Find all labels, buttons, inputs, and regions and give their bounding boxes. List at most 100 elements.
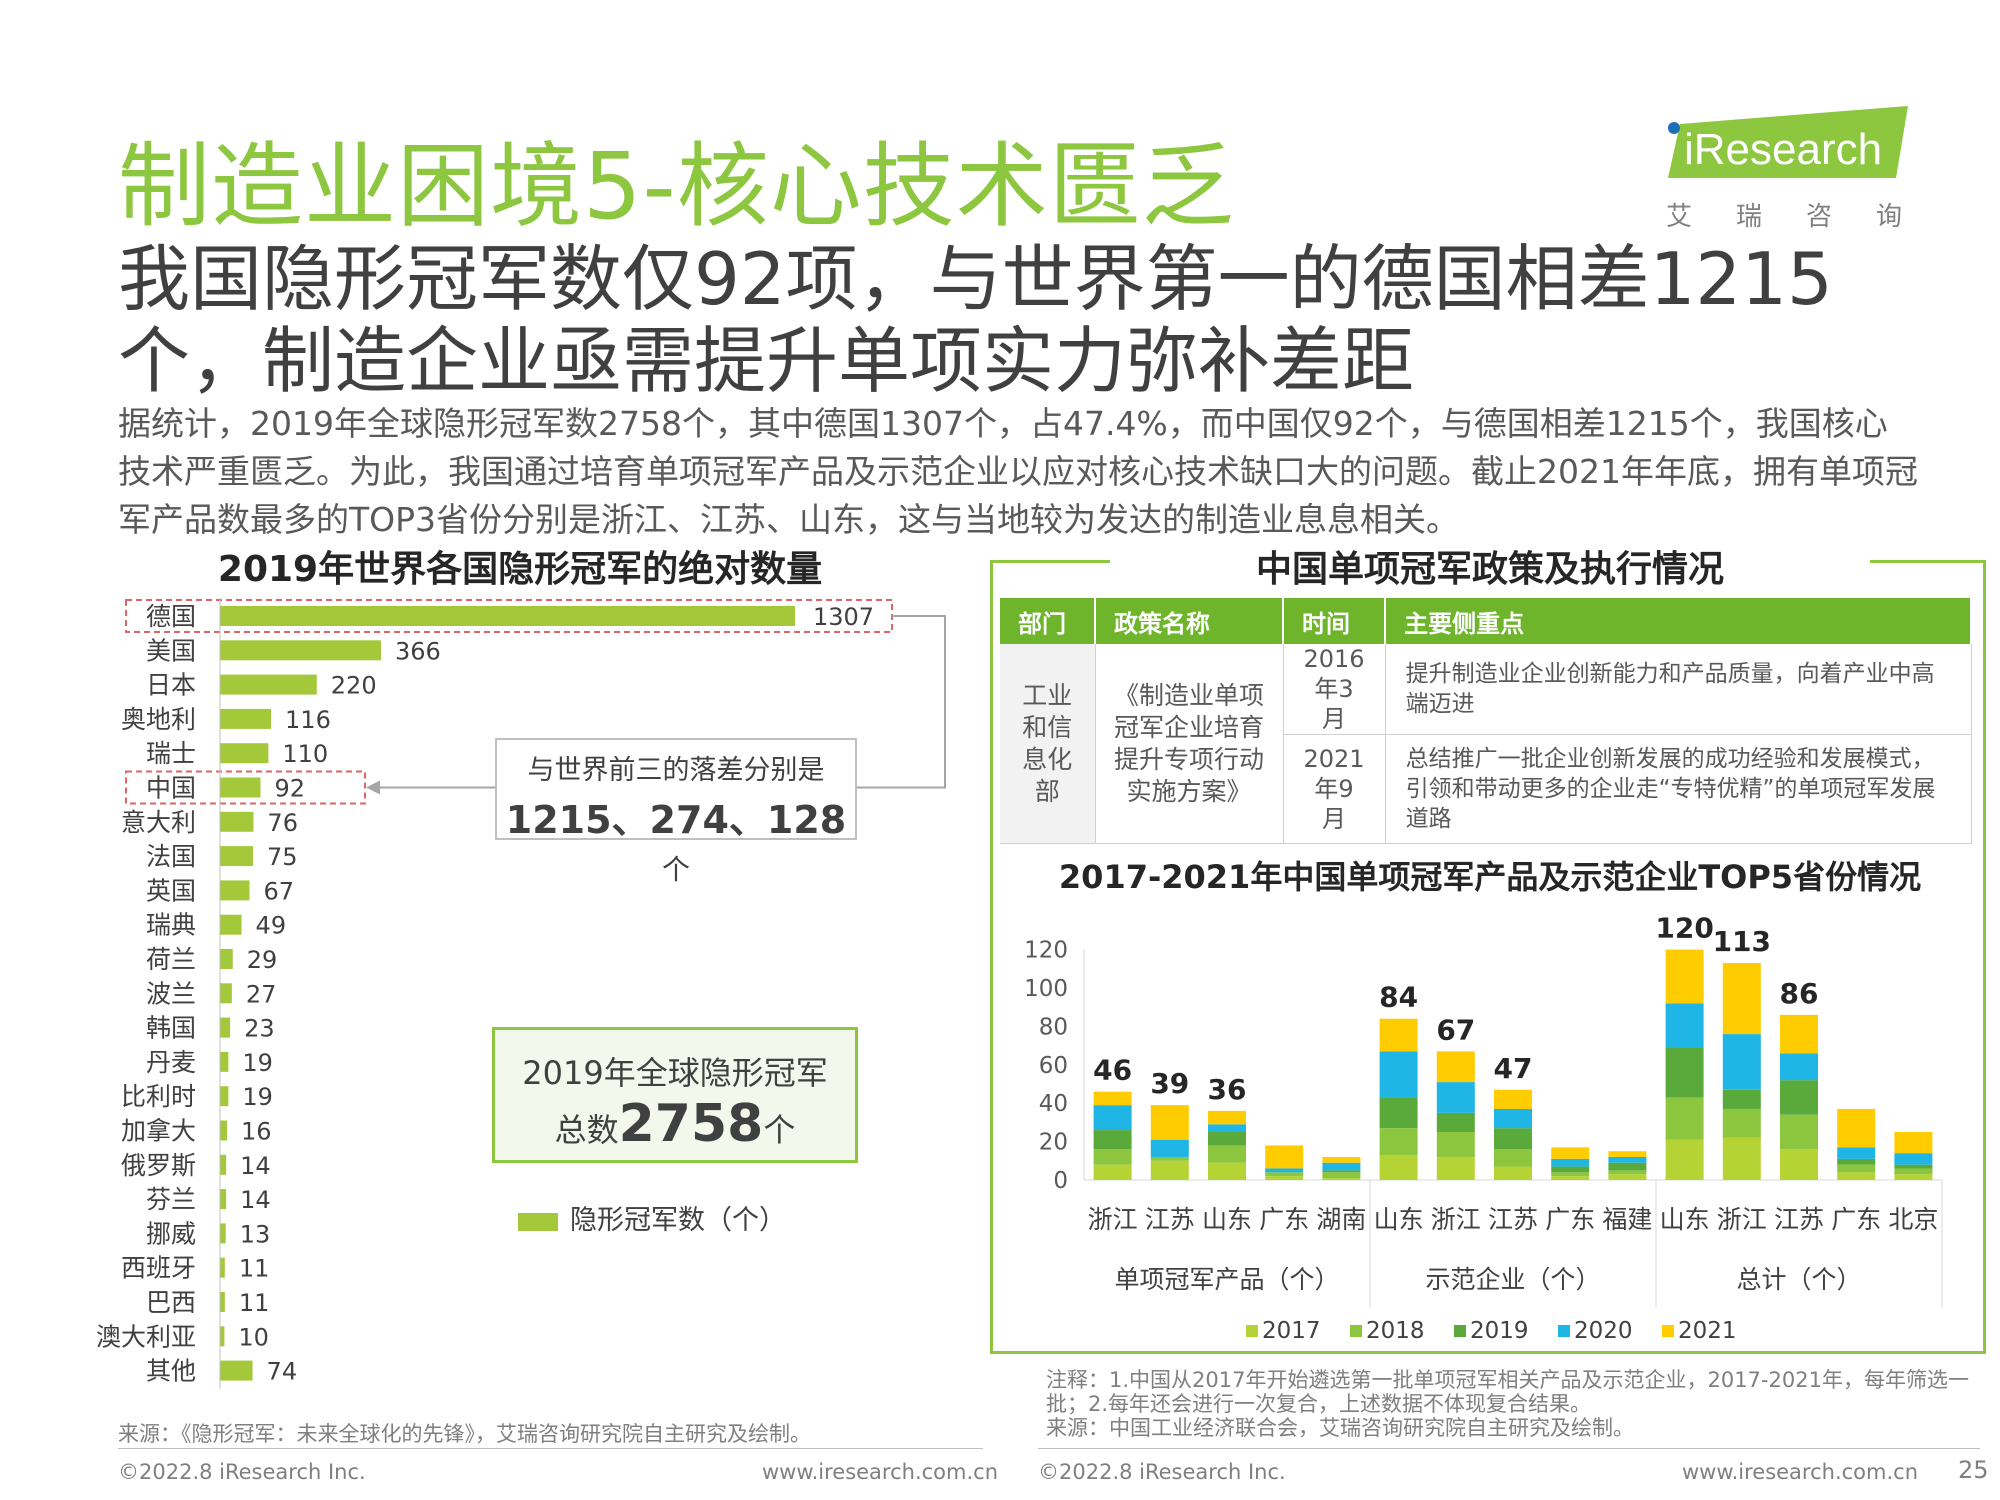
stack-segment-2020 bbox=[1665, 1003, 1704, 1048]
legend-label: 2021 bbox=[1678, 1318, 1737, 1344]
logo-chinese-name: 艾瑞咨询 bbox=[1666, 202, 1947, 232]
bar-value-label: 16 bbox=[241, 1118, 272, 1146]
stack-segment-2021 bbox=[1208, 1110, 1246, 1125]
bar bbox=[220, 1120, 228, 1141]
bar-value-label: 75 bbox=[267, 843, 298, 871]
bar bbox=[220, 914, 242, 935]
stack-segment-2021 bbox=[1780, 1014, 1818, 1054]
group-label: 总计（个） bbox=[1736, 1265, 1861, 1294]
stack-segment-2021 bbox=[1150, 1105, 1189, 1140]
gap-callout: 与世界前三的落差分别是 1215、274、128 个 bbox=[495, 738, 857, 886]
stack-segment-2021 bbox=[1665, 949, 1704, 1004]
category-label: 德国 bbox=[146, 602, 196, 631]
category-label: 澳大利亚 bbox=[96, 1322, 196, 1351]
legend-label: 2019 bbox=[1470, 1318, 1529, 1344]
category-label: 美国 bbox=[146, 636, 196, 665]
focus-cell: 总结推广一批企业创新发展的成功经验和发展模式，引领和带动更多的企业走“专特优精”… bbox=[1385, 734, 1972, 844]
stack-segment-2017 bbox=[1436, 1156, 1475, 1180]
bar-value-label: 11 bbox=[239, 1289, 270, 1317]
left-chart-title: 2019年世界各国隐形冠军的绝对数量 bbox=[217, 549, 823, 590]
legend-label: 2017 bbox=[1262, 1318, 1321, 1344]
stack-segment-2019 bbox=[1379, 1097, 1418, 1129]
category-label: 江苏 bbox=[1145, 1205, 1195, 1234]
bar bbox=[220, 1292, 225, 1312]
bar bbox=[220, 777, 261, 798]
policy-panel-title: 中国单项冠军政策及执行情况 bbox=[1110, 540, 1870, 592]
bar bbox=[220, 640, 382, 661]
stack-segment-2017 bbox=[1780, 1149, 1818, 1180]
category-label: 山东 bbox=[1660, 1205, 1710, 1234]
gap-callout-values: 1215、274、128 bbox=[505, 798, 847, 842]
stack-segment-2019 bbox=[1322, 1170, 1361, 1173]
bar bbox=[220, 811, 254, 832]
bar bbox=[220, 983, 232, 1004]
table-row: 工业和信息化部 《制造业单项冠军企业培育提升专项行动实施方案》 2016年3月 … bbox=[1000, 644, 1972, 844]
bar-value-label: 1307 bbox=[813, 603, 874, 631]
legend-label: 2020 bbox=[1574, 1318, 1633, 1344]
stack-segment-2017 bbox=[1093, 1164, 1132, 1180]
bar-value-label: 10 bbox=[238, 1323, 269, 1351]
logo-wordmark: iResearch bbox=[1684, 125, 1882, 174]
stack-segment-2019 bbox=[1780, 1080, 1818, 1115]
policy-table-header: 部门 政策名称 时间 主要侧重点 bbox=[1000, 598, 1972, 644]
total-callout-unit: 个 bbox=[763, 1111, 796, 1149]
department-cell: 工业和信息化部 bbox=[1000, 644, 1096, 844]
province-chart-title: 2017-2021年中国单项冠军产品及示范企业TOP5省份情况 bbox=[1058, 858, 1922, 896]
bar bbox=[220, 743, 269, 764]
bar bbox=[220, 1154, 227, 1175]
page-title: 制造业困境5-核心技术匮乏 bbox=[118, 133, 1235, 240]
category-label: 丹麦 bbox=[146, 1048, 196, 1077]
bar bbox=[220, 1360, 253, 1381]
bar-value-label: 116 bbox=[285, 706, 331, 734]
stack-segment-2019 bbox=[1722, 1089, 1761, 1109]
bar bbox=[220, 1086, 229, 1107]
stack-segment-2021 bbox=[1551, 1147, 1590, 1159]
y-tick-label: 100 bbox=[1024, 976, 1068, 1002]
stack-segment-2020 bbox=[1722, 1034, 1761, 1090]
logo-dot-icon bbox=[1668, 122, 1680, 134]
bar-value-label: 110 bbox=[282, 740, 328, 768]
page-subtitle: 我国隐形冠军数仅92项，与世界第一的德国相差1215个，制造企业亟需提升单项实力… bbox=[118, 237, 1833, 403]
stack-segment-2021 bbox=[1379, 1018, 1418, 1052]
total-callout-line1: 2019年全球隐形冠军 bbox=[522, 1054, 828, 1092]
category-label: 江苏 bbox=[1774, 1205, 1824, 1234]
hidden-champions-bar-chart: 德国 1307 美国 366 日本 220 奥地利 116 瑞士 110 中国 92 意大利 76 法国 75… bbox=[96, 598, 946, 1389]
stack-segment-2017 bbox=[1208, 1162, 1246, 1180]
stack-segment-2019 bbox=[1208, 1132, 1246, 1146]
stack-segment-2018 bbox=[1322, 1172, 1361, 1179]
stack-segment-2019 bbox=[1837, 1158, 1876, 1165]
category-label: 荷兰 bbox=[146, 945, 196, 974]
bar bbox=[220, 708, 272, 729]
category-label: 江苏 bbox=[1488, 1205, 1538, 1234]
stack-segment-2020 bbox=[1551, 1158, 1590, 1167]
bar-value-label: 19 bbox=[242, 1083, 273, 1111]
category-label: 浙江 bbox=[1717, 1205, 1767, 1234]
total-label: 113 bbox=[1713, 925, 1771, 958]
stack-segment-2021 bbox=[1265, 1145, 1304, 1169]
bar-value-label: 92 bbox=[274, 775, 305, 803]
policy-table: 部门 政策名称 时间 主要侧重点 工业和信息化部 《制造业单项冠军企业培育提升专… bbox=[1000, 598, 1972, 844]
bar bbox=[220, 1223, 226, 1244]
stack-segment-2021 bbox=[1494, 1089, 1532, 1109]
y-tick-label: 60 bbox=[1039, 1053, 1068, 1079]
category-label: 加拿大 bbox=[121, 1117, 196, 1146]
stack-segment-2019 bbox=[1436, 1112, 1475, 1132]
legend-label: 隐形冠军数（个） bbox=[570, 1205, 786, 1236]
bar-value-label: 76 bbox=[267, 809, 298, 837]
bar-value-label: 11 bbox=[239, 1255, 270, 1283]
category-label: 北京 bbox=[1888, 1205, 1938, 1234]
legend-swatch bbox=[1662, 1325, 1674, 1337]
stack-segment-2021 bbox=[1322, 1156, 1361, 1163]
gap-callout-unit: 个 bbox=[661, 853, 690, 886]
stack-segment-2020 bbox=[1093, 1105, 1132, 1131]
table-row: 2021年9月 总结推广一批企业创新发展的成功经验和发展模式，引领和带动更多的企… bbox=[1000, 734, 1972, 844]
category-label: 浙江 bbox=[1431, 1205, 1481, 1234]
y-tick-label: 80 bbox=[1039, 1014, 1068, 1040]
time-cell: 2021年9月 bbox=[1283, 734, 1386, 844]
category-label: 瑞士 bbox=[146, 739, 196, 768]
stack-segment-2017 bbox=[1608, 1174, 1647, 1180]
y-tick-label: 40 bbox=[1039, 1091, 1068, 1117]
category-label: 福建 bbox=[1602, 1205, 1652, 1234]
category-label: 意大利 bbox=[121, 808, 196, 837]
